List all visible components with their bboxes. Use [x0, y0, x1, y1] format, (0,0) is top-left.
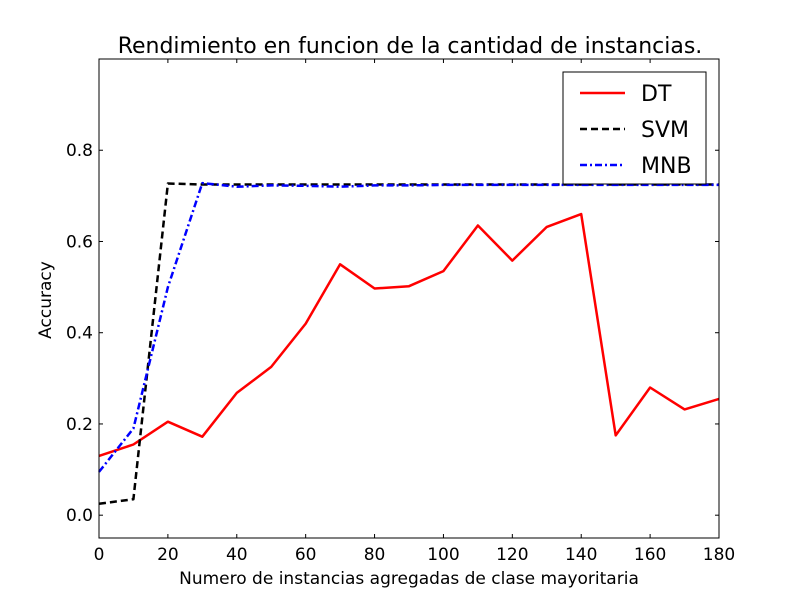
series-line-svm — [98, 182, 719, 506]
y-tick-label: 0.4 — [66, 324, 93, 344]
x-tick-label: 80 — [364, 545, 386, 565]
series-layer — [98, 181, 720, 506]
x-tick-label: 40 — [226, 545, 248, 565]
y-tick-label: 0.6 — [66, 232, 93, 252]
legend-label-svm: SVM — [641, 118, 689, 143]
y-tick-label: 0.0 — [66, 506, 93, 526]
legend-label-dt: DT — [641, 82, 672, 107]
x-tick-label: 60 — [295, 545, 317, 565]
series-line-dt — [98, 212, 720, 458]
x-tick-label: 100 — [427, 545, 459, 565]
plot-frame — [98, 58, 720, 539]
x-tick-label: 0 — [94, 545, 105, 565]
x-tick-label: 140 — [565, 545, 597, 565]
legend-label-mnb: MNB — [641, 154, 692, 179]
x-axis-label: Numero de instancias agregadas de clase … — [179, 569, 639, 589]
series-line-mnb — [98, 181, 719, 473]
x-tick-label: 180 — [703, 545, 735, 565]
x-tick-label: 160 — [634, 545, 666, 565]
x-tick-label: 120 — [496, 545, 528, 565]
legend: DT SVM MNB — [562, 71, 707, 185]
tick-layer: 0 20 40 60 80 100 120 140 160 180 0.0 0.2 0.4 0.6 0.8 — [66, 59, 735, 565]
x-tick-label: 20 — [157, 545, 179, 565]
y-tick-label: 0.8 — [66, 141, 93, 161]
chart-title: Rendimiento en funcion de la cantidad de… — [118, 34, 703, 59]
y-axis-label: Accuracy — [36, 261, 56, 339]
y-tick-label: 0.2 — [66, 415, 93, 435]
